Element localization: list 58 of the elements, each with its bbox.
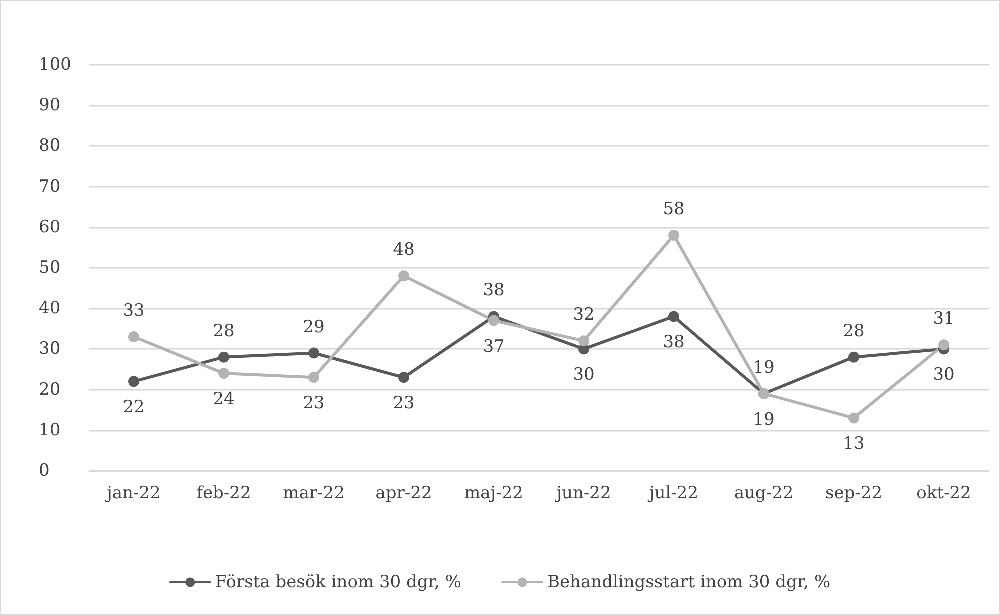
y-tick-label: 90 [39,96,61,116]
point [218,352,230,363]
data-label: 38 [483,280,505,301]
x-tick-label: okt-22 [916,484,972,504]
data-label: 28 [213,321,235,342]
x-tick-label: aug-22 [734,484,794,504]
data-label: 13 [843,434,865,454]
data-label: 48 [393,240,415,260]
y-tick-label: 0 [39,461,50,481]
data-label: 23 [393,394,415,414]
point [578,336,590,347]
data-label: 37 [483,336,505,357]
point [488,315,500,326]
point [398,270,410,282]
y-tick-label: 70 [39,176,61,197]
point [218,368,230,380]
data-label: 29 [303,317,325,338]
x-tick-label: jan-22 [105,484,161,504]
x-tick-label: jul-22 [647,484,699,504]
y-tick-label: 20 [39,380,61,400]
data-label: 22 [123,398,145,418]
x-tick-label: maj-22 [464,484,524,504]
data-label: 30 [933,365,955,386]
y-tick-label: 50 [39,258,61,278]
point [848,352,860,363]
data-label: 19 [753,358,775,378]
y-tick-label: 80 [39,136,61,156]
data-label: 24 [213,390,235,410]
data-label: 38 [663,332,685,353]
y-tick-label: 60 [39,217,61,238]
data-label: 23 [303,394,325,414]
data-label: 33 [123,301,145,322]
point [308,348,320,359]
point [128,376,140,388]
point [128,332,140,343]
data-label: 58 [663,200,685,220]
data-label: 32 [573,305,595,326]
point [938,340,950,351]
x-tick-label: apr-22 [376,484,432,504]
data-label: 30 [573,365,595,386]
point [668,230,680,242]
legend-label: Första besök inom 30 dgr, % [215,572,462,592]
x-tick-label: jun-22 [554,484,612,504]
x-tick-label: feb-22 [196,484,252,504]
point [398,372,410,384]
data-label: 19 [753,410,775,430]
y-tick-label: 10 [39,420,61,440]
point [668,311,680,322]
data-label: 31 [933,309,955,330]
y-tick-label: 40 [39,298,61,319]
x-tick-label: sep-22 [825,484,883,504]
point [848,412,860,424]
y-tick-label: 30 [39,339,61,360]
data-label: 28 [843,321,865,342]
y-tick-label: 100 [39,55,72,75]
point [308,372,320,384]
x-tick-label: mar-22 [283,484,345,504]
legend-label: Behandlingsstart inom 30 dgr, % [547,572,831,592]
